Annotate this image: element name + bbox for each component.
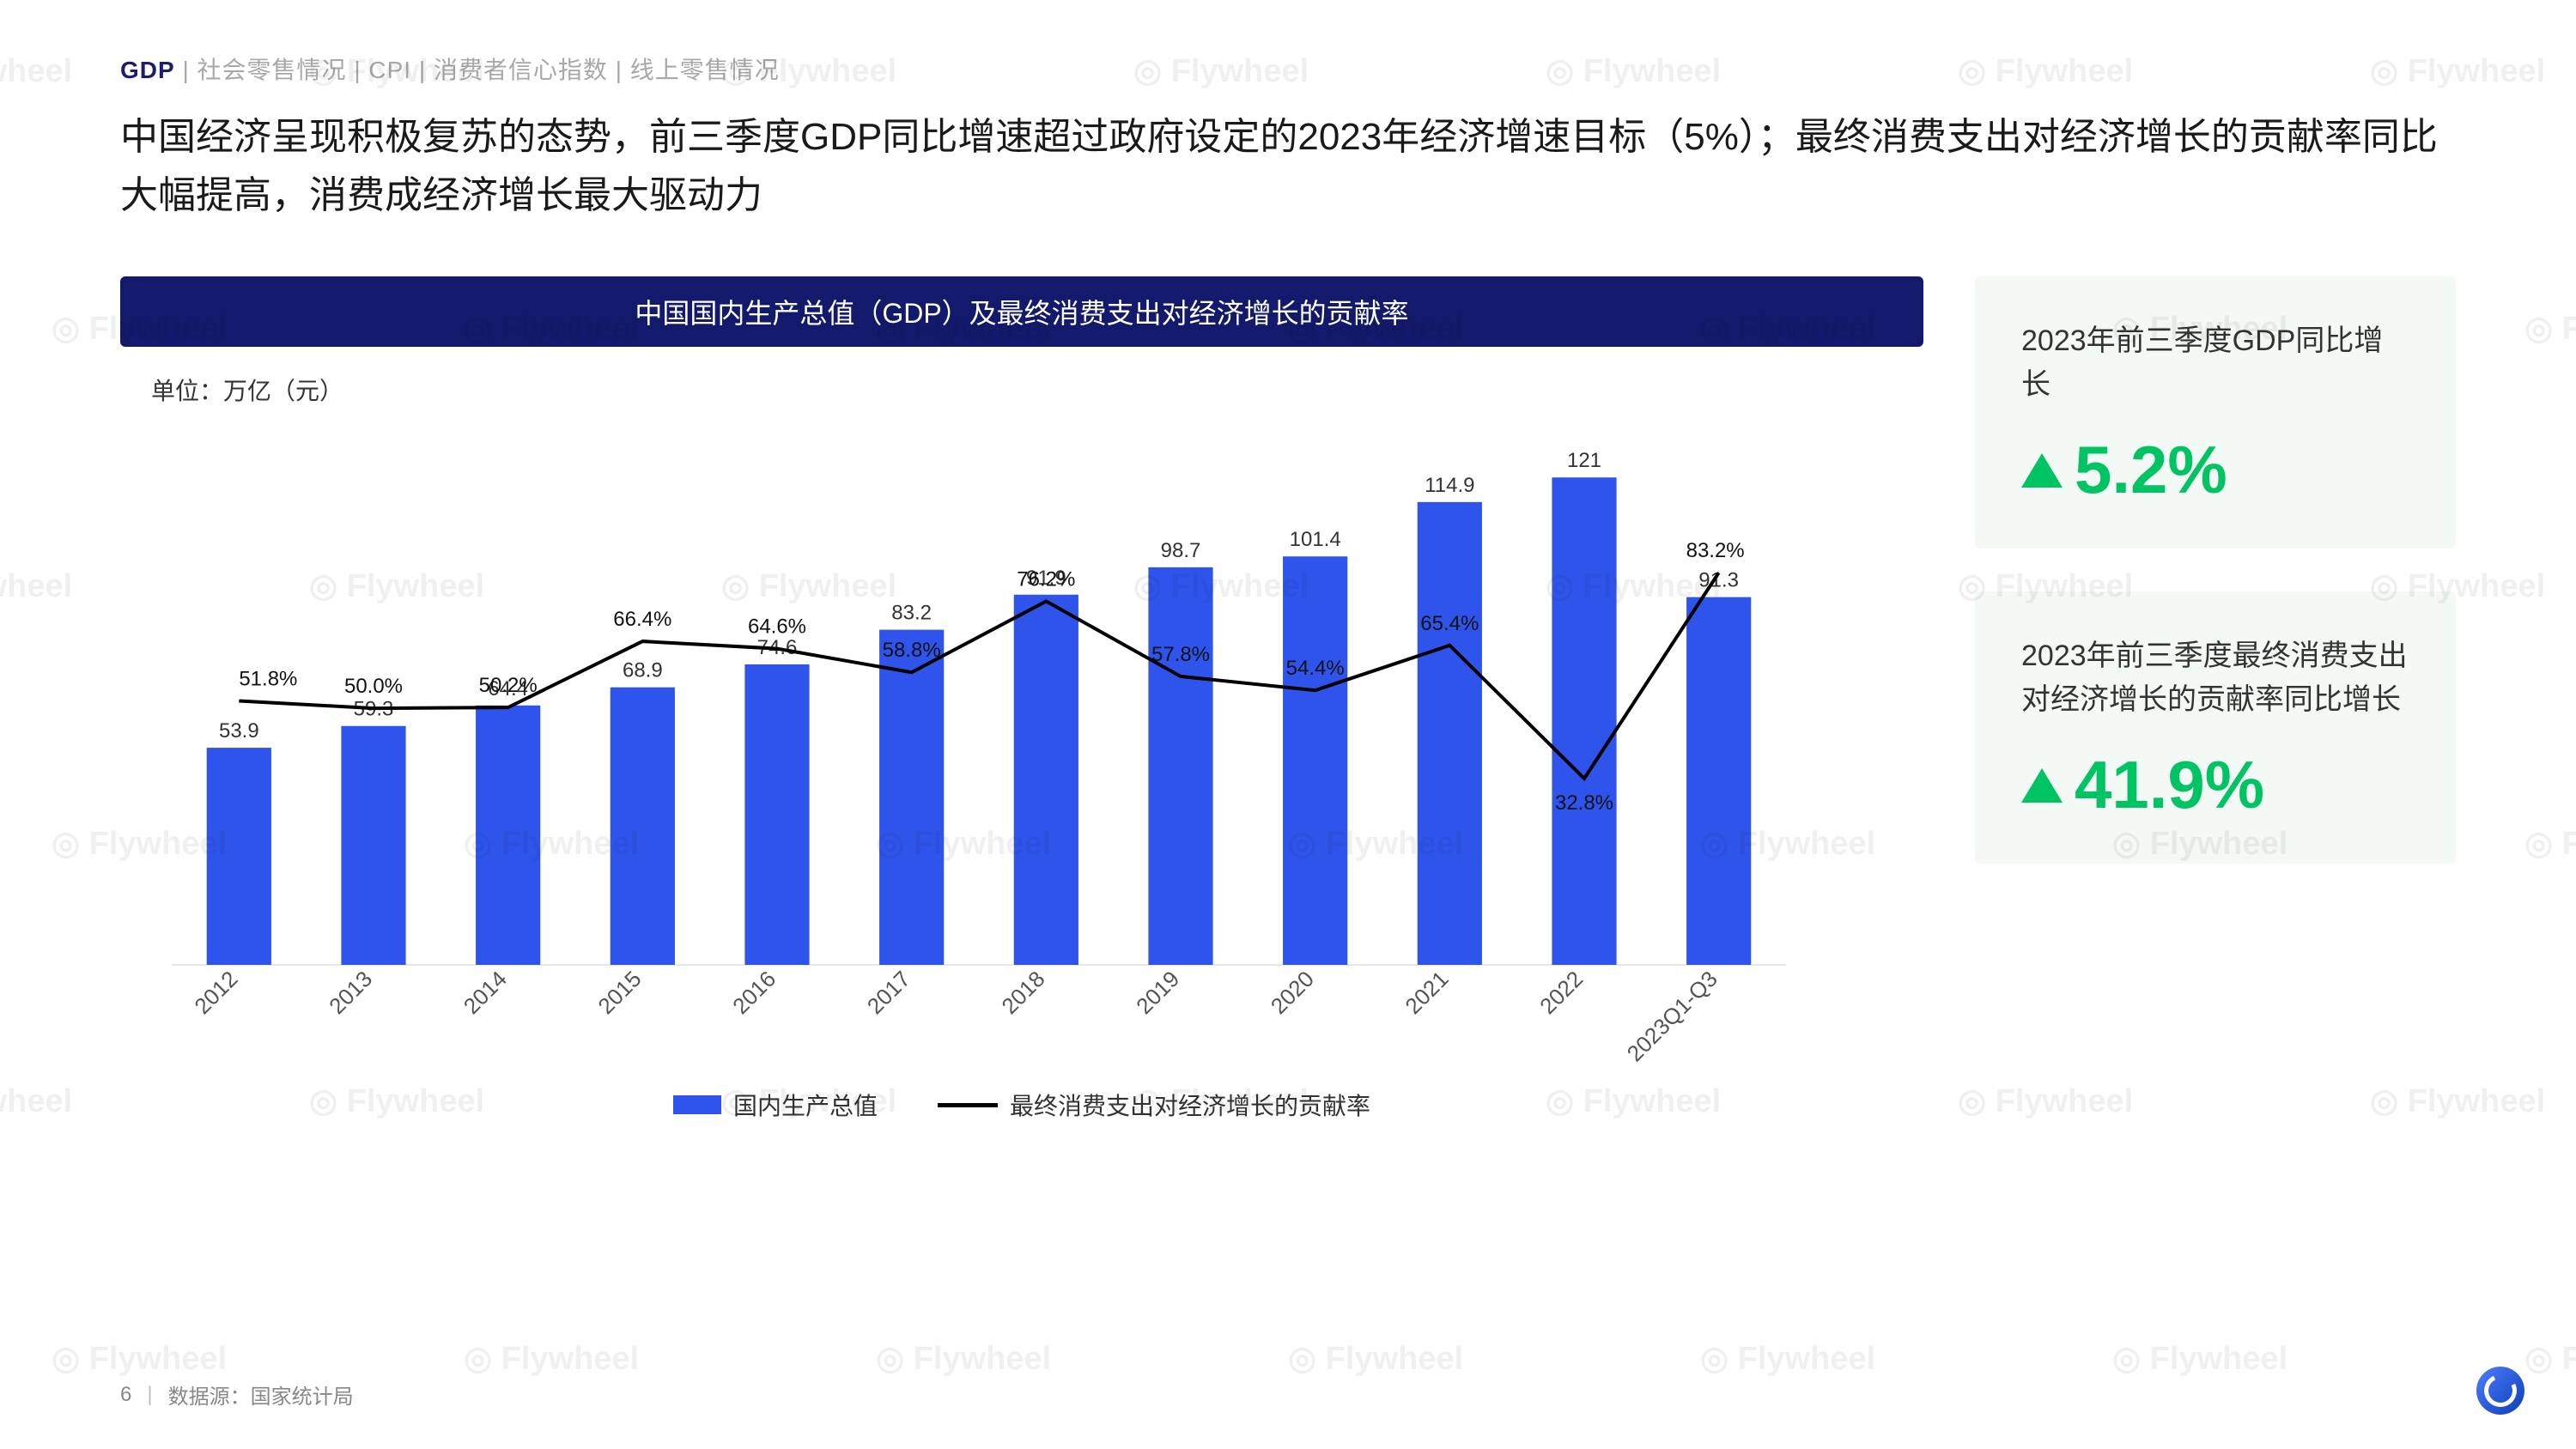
legend-item-line: 最终消费支出对经济增长的贡献率: [938, 1088, 1370, 1122]
svg-text:76.2%: 76.2%: [1017, 568, 1075, 591]
kpi-value-text: 5.2%: [2075, 431, 2227, 509]
svg-text:32.8%: 32.8%: [1555, 791, 1613, 815]
page-headline: 中国经济呈现积极复苏的态势，前三季度GDP同比增速超过政府设定的2023年经济增…: [120, 108, 2456, 225]
breadcrumb: GDP | 社会零售情况 | CPI | 消费者信心指数 | 线上零售情况: [120, 52, 2456, 86]
svg-text:91.3: 91.3: [1698, 569, 1739, 592]
kpi-card-consumption: 2023年前三季度最终消费支出对经济增长的贡献率同比增长 41.9%: [1975, 591, 2456, 864]
svg-text:2014: 2014: [459, 966, 512, 1019]
svg-text:66.4%: 66.4%: [613, 608, 671, 631]
legend-line-label: 最终消费支出对经济增长的贡献率: [1010, 1088, 1370, 1122]
legend-bar-label: 国内生产总值: [733, 1088, 878, 1122]
chart-title: 中国国内生产总值（GDP）及最终消费支出对经济增长的贡献率: [120, 276, 1923, 347]
svg-text:2022: 2022: [1534, 966, 1588, 1019]
page-footer: 6 | 数据源：国家统计局: [120, 1379, 354, 1410]
legend-item-bar: 国内生产总值: [673, 1088, 878, 1122]
kpi-value: 41.9%: [2021, 746, 2409, 824]
svg-text:50.2%: 50.2%: [479, 675, 538, 698]
svg-text:68.9: 68.9: [623, 659, 663, 682]
svg-text:2012: 2012: [189, 966, 242, 1019]
svg-text:65.4%: 65.4%: [1420, 612, 1479, 635]
footer-separator: |: [147, 1383, 152, 1407]
page-number: 6: [120, 1383, 131, 1407]
breadcrumb-item[interactable]: CPI: [368, 57, 411, 83]
svg-text:53.9: 53.9: [219, 719, 259, 743]
kpi-value: 5.2%: [2021, 431, 2409, 509]
arrow-up-icon: [2021, 453, 2063, 488]
svg-text:2020: 2020: [1266, 966, 1319, 1019]
kpi-desc: 2023年前三季度GDP同比增长: [2021, 319, 2409, 407]
breadcrumb-item[interactable]: 消费者信心指数: [434, 57, 608, 83]
chart-block: 中国国内生产总值（GDP）及最终消费支出对经济增长的贡献率 单位：万亿（元） 5…: [120, 276, 1923, 1122]
svg-text:2016: 2016: [727, 966, 781, 1019]
breadcrumb-item[interactable]: GDP: [120, 57, 175, 83]
svg-text:58.8%: 58.8%: [883, 640, 941, 663]
kpi-card-gdp: 2023年前三季度GDP同比增长 5.2%: [1975, 276, 2456, 549]
svg-text:114.9: 114.9: [1425, 474, 1474, 497]
chart-legend: 国内生产总值 最终消费支出对经济增长的贡献率: [120, 1088, 1923, 1122]
svg-text:2019: 2019: [1131, 966, 1184, 1019]
svg-text:98.7: 98.7: [1161, 539, 1201, 562]
svg-text:83.2: 83.2: [891, 602, 932, 625]
arrow-up-icon: [2021, 768, 2063, 803]
footer-source: 数据源：国家统计局: [168, 1379, 354, 1410]
svg-text:2021: 2021: [1400, 966, 1453, 1019]
kpi-panel: 2023年前三季度GDP同比增长 5.2% 2023年前三季度最终消费支出对经济…: [1975, 276, 2456, 1122]
svg-text:51.8%: 51.8%: [239, 668, 297, 691]
breadcrumb-item[interactable]: 社会零售情况: [197, 57, 347, 83]
svg-text:101.4: 101.4: [1290, 529, 1341, 552]
flywheel-logo-icon: [2476, 1367, 2524, 1415]
svg-text:2013: 2013: [324, 966, 377, 1019]
svg-text:2017: 2017: [862, 966, 915, 1019]
line-swatch-icon: [938, 1103, 998, 1107]
svg-text:121: 121: [1567, 450, 1601, 473]
kpi-desc: 2023年前三季度最终消费支出对经济增长的贡献率同比增长: [2021, 634, 2409, 722]
svg-text:2023Q1-Q3: 2023Q1-Q3: [1622, 966, 1722, 1066]
svg-text:2018: 2018: [996, 966, 1049, 1019]
bar-swatch-icon: [673, 1095, 721, 1114]
kpi-value-text: 41.9%: [2075, 746, 2264, 824]
svg-text:50.0%: 50.0%: [344, 675, 403, 698]
svg-text:64.6%: 64.6%: [748, 615, 806, 639]
svg-text:54.4%: 54.4%: [1286, 658, 1345, 681]
svg-text:57.8%: 57.8%: [1151, 643, 1210, 666]
svg-text:2015: 2015: [592, 966, 646, 1019]
chart-unit-label: 单位：万亿（元）: [151, 373, 1923, 407]
breadcrumb-item[interactable]: 线上零售情况: [630, 57, 780, 83]
svg-text:83.2%: 83.2%: [1686, 540, 1745, 563]
chart-canvas: 53.959.364.468.974.683.291.998.7101.4114…: [120, 415, 1923, 1072]
